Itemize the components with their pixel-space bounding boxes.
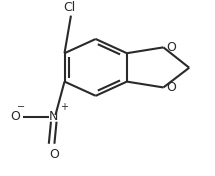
Text: O: O [166,81,176,94]
Text: O: O [49,148,59,161]
Text: N: N [49,110,58,123]
Text: O: O [166,41,176,54]
Text: +: + [60,102,68,112]
Text: O: O [11,110,20,123]
Text: −: − [17,102,26,112]
Text: Cl: Cl [64,1,76,14]
